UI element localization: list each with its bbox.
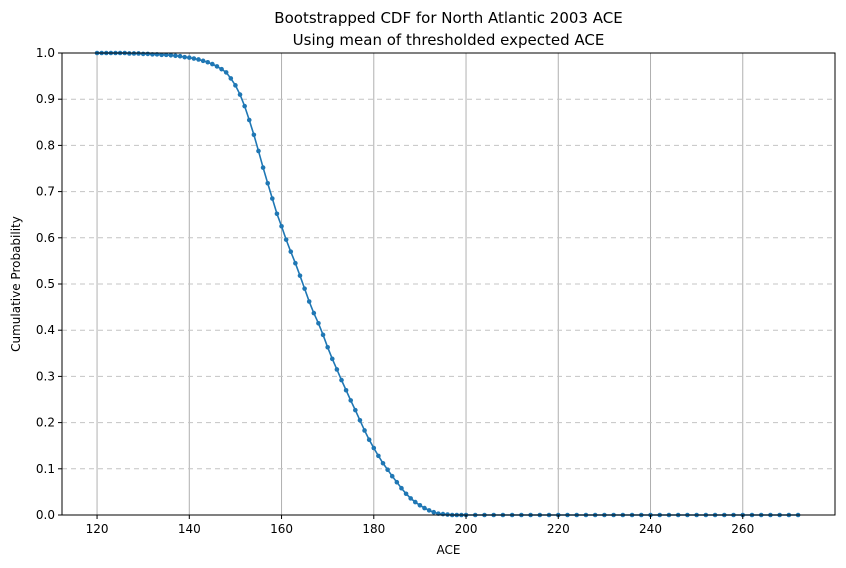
data-point — [265, 180, 271, 186]
data-point — [306, 299, 312, 304]
x-tick-label: 200 — [455, 522, 478, 536]
data-point — [219, 66, 224, 72]
data-point — [233, 83, 238, 88]
data-point — [168, 53, 174, 58]
data-point — [343, 387, 349, 393]
y-tick-label: 0.0 — [36, 508, 55, 522]
data-point — [371, 445, 377, 451]
data-point — [196, 57, 201, 62]
data-point — [431, 509, 437, 515]
data-point — [403, 491, 409, 497]
data-point — [385, 467, 390, 473]
data-point — [159, 52, 164, 58]
x-tick-label: 140 — [178, 522, 201, 536]
x-tick-label: 160 — [270, 522, 293, 536]
x-axis-ticks: 120 140 160 180 200 220 240 260 — [86, 515, 754, 536]
data-point — [260, 165, 266, 170]
x-tick-label: 180 — [362, 522, 385, 536]
data-point — [283, 237, 289, 242]
data-point — [242, 103, 247, 109]
data-point — [440, 511, 446, 517]
y-tick-label: 0.5 — [36, 277, 55, 291]
data-point — [320, 332, 326, 338]
x-tick-label: 240 — [639, 522, 662, 536]
data-point — [348, 398, 354, 403]
data-point — [316, 320, 321, 326]
data-point — [329, 356, 335, 362]
data-point — [297, 273, 303, 278]
data-point — [389, 473, 395, 479]
x-tick-label: 120 — [86, 522, 109, 536]
data-point — [399, 485, 404, 491]
y-tick-label: 0.2 — [36, 416, 55, 430]
data-point — [417, 502, 423, 508]
y-tick-label: 1.0 — [36, 46, 55, 60]
data-point — [376, 453, 381, 459]
data-point — [357, 417, 363, 423]
data-point — [163, 52, 169, 58]
y-tick-label: 0.3 — [36, 369, 55, 383]
data-point — [325, 344, 330, 350]
data-point — [223, 70, 229, 75]
data-point — [205, 59, 211, 65]
chart-title: Bootstrapped CDF for North Atlantic 2003… — [274, 9, 622, 27]
data-point — [274, 211, 280, 217]
data-point — [182, 54, 187, 60]
data-point — [246, 117, 252, 123]
y-tick-label: 0.9 — [36, 92, 55, 106]
data-point — [422, 505, 427, 511]
data-point — [145, 51, 151, 57]
y-tick-label: 0.6 — [36, 231, 55, 245]
data-point — [177, 53, 183, 59]
data-point — [173, 53, 178, 59]
chart-subtitle: Using mean of thresholded expected ACE — [293, 31, 605, 49]
data-point — [394, 479, 400, 485]
data-point — [191, 56, 197, 61]
data-point — [334, 367, 340, 372]
data-point — [251, 132, 257, 138]
data-point — [293, 260, 298, 266]
data-point — [311, 310, 317, 316]
y-tick-label: 0.4 — [36, 323, 55, 337]
data-point — [256, 148, 261, 154]
y-axis-label: Cumulative Probability — [9, 216, 23, 352]
y-tick-label: 0.7 — [36, 185, 55, 199]
y-tick-label: 0.1 — [36, 462, 55, 476]
data-point — [380, 460, 386, 466]
data-point — [362, 428, 367, 433]
data-point — [426, 508, 432, 513]
data-point — [200, 58, 206, 64]
data-point — [339, 377, 344, 383]
data-point — [210, 61, 215, 67]
y-axis-ticks: 0.0 0.1 0.2 0.3 0.4 0.5 0.6 0.7 0.8 0.9 1.0 — [36, 46, 62, 522]
data-point — [270, 196, 275, 201]
data-point — [366, 437, 372, 442]
data-point — [408, 496, 413, 501]
data-point — [214, 64, 220, 69]
x-axis-label: ACE — [437, 543, 461, 557]
y-tick-label: 0.8 — [36, 138, 55, 152]
data-point — [353, 407, 358, 413]
x-tick-label: 260 — [731, 522, 754, 536]
data-point — [228, 76, 234, 81]
data-point — [412, 499, 418, 505]
data-point — [186, 55, 192, 60]
x-tick-label: 220 — [547, 522, 570, 536]
data-point — [288, 249, 294, 254]
data-point — [279, 223, 284, 229]
data-point — [140, 51, 146, 57]
data-point — [302, 286, 307, 291]
data-point — [237, 92, 243, 97]
